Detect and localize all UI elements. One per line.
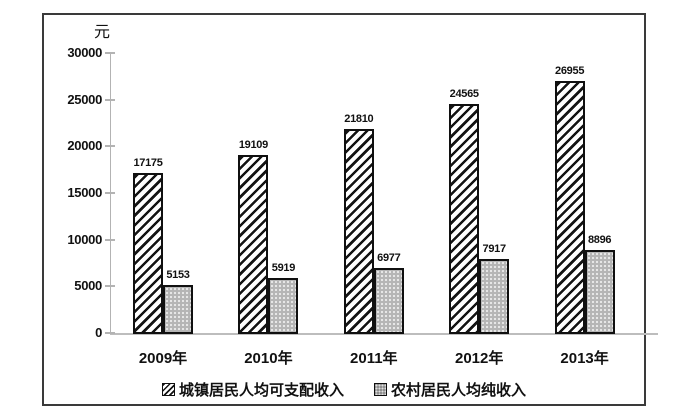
x-axis-category-label: 2011年 — [350, 350, 398, 367]
bar-urban — [238, 154, 269, 334]
bar-value-label: 8896 — [587, 233, 612, 246]
bar-value-label: 7917 — [482, 243, 507, 256]
bar-rural — [373, 267, 404, 334]
y-axis-tick-label: 30000 — [67, 45, 102, 60]
legend-item-rural: 农村居民人均纯收入 — [374, 379, 526, 400]
bar-value-label: 17175 — [133, 156, 163, 169]
y-tick-mark — [105, 285, 115, 288]
bar-urban — [343, 129, 374, 334]
y-tick-mark — [105, 52, 115, 54]
bar-value-label: 24565 — [449, 87, 479, 100]
legend-label-urban: 城镇居民人均可支配收入 — [178, 382, 344, 399]
bar-value-label: 6977 — [377, 251, 401, 264]
y-tick-mark — [105, 98, 115, 101]
bar-urban — [133, 172, 163, 334]
legend-marker-rural-dots-icon — [374, 383, 387, 396]
bar-value-label: 5919 — [271, 261, 296, 274]
y-axis-tick-label: 20000 — [67, 138, 102, 154]
bar-rural — [268, 277, 299, 334]
legend: 城镇居民人均可支配收入 农村居民人均纯收入 — [46, 379, 642, 400]
legend-label-rural: 农村居民人均纯收入 — [391, 382, 527, 399]
bar-value-label: 26955 — [555, 65, 585, 78]
bar-urban — [449, 103, 480, 334]
legend-item-urban: 城镇居民人均可支配收入 — [161, 379, 344, 400]
bar-value-label: 5153 — [166, 268, 190, 281]
bar-value-label: 21810 — [344, 113, 374, 126]
y-tick-mark — [105, 145, 115, 148]
legend-marker-urban-hatch-icon — [161, 383, 175, 396]
y-axis-tick-label: 15000 — [67, 185, 102, 200]
bar-value-label: 19109 — [238, 138, 268, 151]
y-axis-tick-label: 25000 — [67, 91, 102, 107]
y-axis-unit-label: 元 — [93, 24, 110, 41]
chart-frame: 元 0 5000 10000 15000 20000 25000 30000 17175 515… — [42, 13, 658, 406]
bar-urban — [554, 81, 585, 334]
y-axis-tick-label: 0 — [95, 325, 102, 340]
x-axis-category-label: 2013年 — [560, 350, 609, 367]
x-axis-line — [110, 333, 658, 335]
bar-rural — [584, 249, 615, 334]
x-axis-category-label: 2009年 — [138, 350, 188, 367]
y-axis-tick-label: 5000 — [74, 278, 102, 294]
x-axis-category-label: 2010年 — [244, 350, 293, 367]
plot-area: 0 5000 10000 15000 20000 25000 30000 17175 5153 2… — [44, 15, 658, 404]
bar-rural — [163, 284, 193, 334]
bar-rural — [479, 259, 510, 334]
y-tick-mark — [105, 192, 115, 194]
y-tick-mark — [105, 332, 115, 334]
x-axis-category-label: 2012年 — [455, 350, 504, 367]
y-axis-tick-label: 10000 — [67, 231, 102, 247]
y-tick-mark — [105, 238, 115, 241]
